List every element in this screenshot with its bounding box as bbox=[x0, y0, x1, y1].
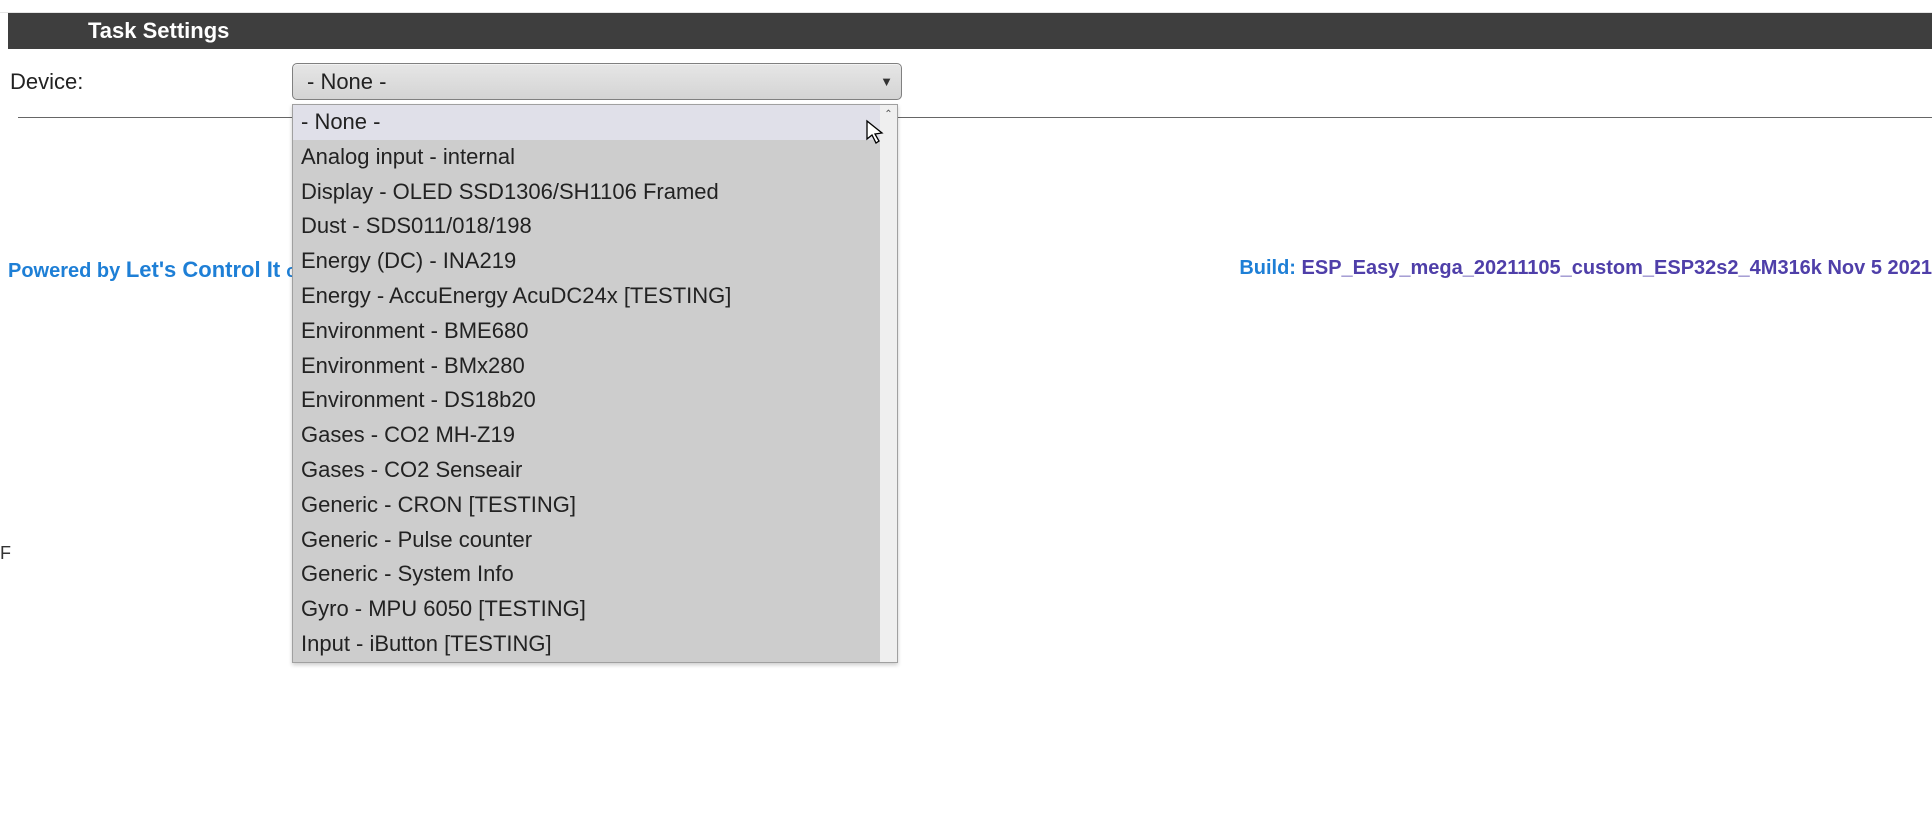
dropdown-option[interactable]: Energy - AccuEnergy AcuDC24x [TESTING] bbox=[293, 279, 882, 314]
dropdown-option[interactable]: Generic - Pulse counter bbox=[293, 523, 882, 558]
dropdown-scrollbar[interactable]: ⌃ bbox=[880, 105, 897, 662]
device-label: Device: bbox=[10, 69, 292, 95]
footer-right: Build: ESP_Easy_mega_20211105_custom_ESP… bbox=[1239, 257, 1932, 283]
dropdown-option[interactable]: Analog input - internal bbox=[293, 140, 882, 175]
dropdown-option[interactable]: Gases - CO2 Senseair bbox=[293, 453, 882, 488]
device-select[interactable]: - None - ▼ bbox=[292, 63, 902, 100]
dropdown-option[interactable]: Energy (DC) - INA219 bbox=[293, 244, 882, 279]
device-row: Device: - None - ▼ - None -Analog input … bbox=[0, 63, 1932, 100]
dropdown-option[interactable]: Dust - SDS011/018/198 bbox=[293, 209, 882, 244]
chevron-down-icon: ▼ bbox=[880, 74, 893, 89]
task-settings-header: Task Settings bbox=[8, 13, 1932, 49]
dropdown-option[interactable]: Environment - BMx280 bbox=[293, 349, 882, 384]
top-border-strip bbox=[0, 0, 1932, 13]
dropdown-option[interactable]: Display - OLED SSD1306/SH1106 Framed bbox=[293, 175, 882, 210]
dropdown-option[interactable]: Generic - System Info bbox=[293, 557, 882, 592]
header-title: Task Settings bbox=[88, 18, 229, 43]
build-label: Build: bbox=[1239, 257, 1301, 279]
device-dropdown[interactable]: - None -Analog input - internalDisplay -… bbox=[292, 104, 898, 663]
left-edge-fragment: F bbox=[0, 543, 11, 564]
dropdown-option[interactable]: Gases - CO2 MH-Z19 bbox=[293, 418, 882, 453]
device-select-container: - None - ▼ - None -Analog input - intern… bbox=[292, 63, 902, 100]
content-area: Device: - None - ▼ - None -Analog input … bbox=[0, 49, 1932, 100]
build-value: ESP_Easy_mega_20211105_custom_ESP32s2_4M… bbox=[1302, 257, 1932, 279]
dropdown-option[interactable]: Input - iButton [TESTING] bbox=[293, 627, 882, 662]
dropdown-option[interactable]: Environment - DS18b20 bbox=[293, 383, 882, 418]
scroll-up-icon[interactable]: ⌃ bbox=[880, 105, 897, 123]
lets-control-it-link[interactable]: Let's Control It bbox=[126, 257, 286, 282]
dropdown-option[interactable]: - None - bbox=[293, 105, 882, 140]
dropdown-option[interactable]: Environment - BME680 bbox=[293, 314, 882, 349]
dropdown-option[interactable]: Generic - CRON [TESTING] bbox=[293, 488, 882, 523]
powered-by-prefix: Powered by bbox=[8, 260, 126, 282]
dropdown-option[interactable]: Gyro - MPU 6050 [TESTING] bbox=[293, 592, 882, 627]
device-select-value: - None - bbox=[307, 69, 386, 95]
